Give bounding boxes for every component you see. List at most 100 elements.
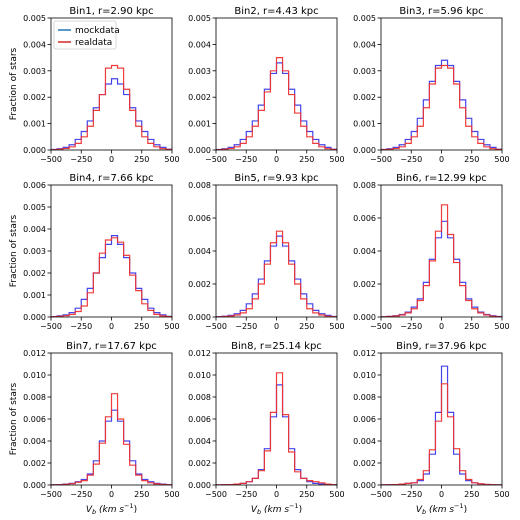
- y-tick-label: 0.002: [353, 280, 376, 289]
- y-tick-label: 0.002: [188, 280, 211, 289]
- subplot-bin3: Bin3, r=5.96 kpc −500 −250 0 250 500 0.000 0.00…: [353, 6, 510, 164]
- x-tick-label: 500: [494, 490, 509, 499]
- x-tick-label: 500: [164, 322, 179, 331]
- x-tick-label: −500: [370, 322, 392, 331]
- axes-frame: [215, 17, 338, 151]
- y-tick-label: 0.001: [23, 120, 46, 129]
- x-axis-label: Vb (km s−1): [251, 502, 302, 516]
- y-tick-label: 0.004: [353, 40, 376, 49]
- y-tick-label: 0.003: [23, 67, 46, 76]
- x-tick-label: 0: [109, 490, 114, 499]
- y-tick-label: 0.000: [188, 146, 211, 155]
- legend-label-realdata: realdata: [75, 38, 112, 48]
- x-tick-label: 250: [464, 490, 479, 499]
- y-tick-label: 0.010: [188, 371, 211, 380]
- y-tick-label: 0.001: [188, 120, 211, 129]
- y-tick-label: 0.002: [353, 459, 376, 468]
- x-tick-label: −250: [235, 322, 257, 331]
- x-axis-label: Vb (km s−1): [86, 502, 137, 516]
- histogram-realdata: [51, 64, 172, 150]
- subplot-bin7: Bin7, r=17.67 kpc −500 −250 0 250 500 0.000 0.0…: [9, 341, 180, 516]
- y-tick-label: 0.006: [353, 214, 376, 223]
- x-tick-label: −250: [400, 490, 422, 499]
- y-tick-label: 0.002: [23, 93, 46, 102]
- x-tick-label: 0: [274, 490, 279, 499]
- y-tick-label: 0.004: [188, 40, 211, 49]
- histogram-realdata: [381, 204, 502, 317]
- y-tick-label: 0.004: [23, 225, 46, 234]
- x-tick-label: −500: [40, 322, 62, 331]
- x-tick-label: 0: [109, 155, 114, 164]
- y-tick-label: 0.002: [188, 93, 211, 102]
- subplot-bin6: Bin6, r=12.99 kpc −500 −250 0 250 500 0.000 0.0…: [353, 173, 510, 331]
- x-tick-label: −500: [40, 155, 62, 164]
- x-tick-label: −500: [205, 490, 227, 499]
- y-tick-label: 0.008: [353, 181, 376, 190]
- y-tick-label: 0.005: [353, 14, 376, 23]
- subplot-bin2: Bin2, r=4.43 kpc −500 −250 0 250 500 0.000 0.00…: [188, 6, 345, 164]
- legend-label-mockdata: mockdata: [75, 26, 120, 36]
- histogram-mockdata: [216, 235, 337, 317]
- histogram-realdata: [51, 393, 172, 485]
- x-tick-label: −500: [205, 155, 227, 164]
- subplot-title: Bin9, r=37.96 kpc: [396, 341, 487, 352]
- x-tick-label: 250: [299, 322, 314, 331]
- axes-frame: [215, 184, 338, 318]
- histogram-mockdata: [51, 235, 172, 317]
- y-tick-label: 0.004: [353, 247, 376, 256]
- x-tick-label: 250: [134, 155, 149, 164]
- y-tick-label: 0.010: [353, 371, 376, 380]
- histogram-realdata: [51, 237, 172, 317]
- y-tick-label: 0.000: [353, 481, 376, 490]
- x-tick-label: 500: [329, 490, 344, 499]
- y-tick-label: 0.000: [23, 481, 46, 490]
- y-tick-label: 0.005: [23, 203, 46, 212]
- x-tick-label: 500: [494, 322, 509, 331]
- subplot-title: Bin3, r=5.96 kpc: [399, 6, 483, 17]
- subplot-bin5: Bin5, r=9.93 kpc −500 −250 0 250 500 0.000 0.00…: [188, 173, 345, 331]
- y-tick-label: 0.006: [23, 181, 46, 190]
- subplot-title: Bin4, r=7.66 kpc: [69, 173, 153, 184]
- x-tick-label: 250: [134, 490, 149, 499]
- x-tick-label: −250: [70, 490, 92, 499]
- x-tick-label: 250: [299, 155, 314, 164]
- x-tick-label: −250: [400, 322, 422, 331]
- y-tick-label: 0.006: [353, 415, 376, 424]
- y-tick-label: 0.001: [23, 291, 46, 300]
- y-tick-label: 0.004: [188, 437, 211, 446]
- subplot-bin8: Bin8, r=25.14 kpc −500 −250 0 250 500 0.000 0.0…: [188, 341, 345, 516]
- legend: mockdata realdata: [53, 20, 120, 50]
- y-axis-label: Fraction of stars: [9, 382, 19, 455]
- y-tick-label: 0.000: [188, 313, 211, 322]
- y-tick-label: 0.002: [23, 459, 46, 468]
- subplot-bin4: Bin4, r=7.66 kpc −500 −250 0 250 500 0.000 0.00…: [9, 173, 180, 331]
- y-tick-label: 0.004: [23, 437, 46, 446]
- subplot-title: Bin1, r=2.90 kpc: [69, 6, 153, 17]
- histogram-realdata: [381, 383, 502, 485]
- y-tick-label: 0.005: [23, 14, 46, 23]
- subplot-bin1: Bin1, r=2.90 kpc −500 −250 0 250 500 0.000 0.00…: [9, 6, 180, 164]
- histogram-mockdata: [51, 78, 172, 150]
- y-tick-label: 0.001: [353, 120, 376, 129]
- subplot-title: Bin5, r=9.93 kpc: [234, 173, 318, 184]
- histogram-mockdata: [381, 220, 502, 317]
- x-tick-label: 500: [164, 155, 179, 164]
- x-tick-label: −250: [400, 155, 422, 164]
- y-tick-label: 0.004: [23, 40, 46, 49]
- histogram-mockdata: [381, 59, 502, 150]
- x-tick-label: −250: [235, 490, 257, 499]
- x-axis-label: Vb (km s−1): [416, 502, 467, 516]
- x-tick-label: 500: [164, 490, 179, 499]
- histogram-realdata: [216, 372, 337, 485]
- y-tick-label: 0.012: [23, 349, 46, 358]
- y-tick-label: 0.000: [353, 313, 376, 322]
- y-tick-label: 0.010: [23, 371, 46, 380]
- y-tick-label: 0.005: [188, 14, 211, 23]
- y-tick-label: 0.000: [23, 146, 46, 155]
- y-tick-label: 0.004: [353, 437, 376, 446]
- subplot-title: Bin7, r=17.67 kpc: [66, 341, 157, 352]
- y-tick-label: 0.008: [23, 393, 46, 402]
- y-tick-label: 0.000: [23, 313, 46, 322]
- subplot-bin9: Bin9, r=37.96 kpc −500 −250 0 250 500 0.000 0.0…: [353, 341, 510, 516]
